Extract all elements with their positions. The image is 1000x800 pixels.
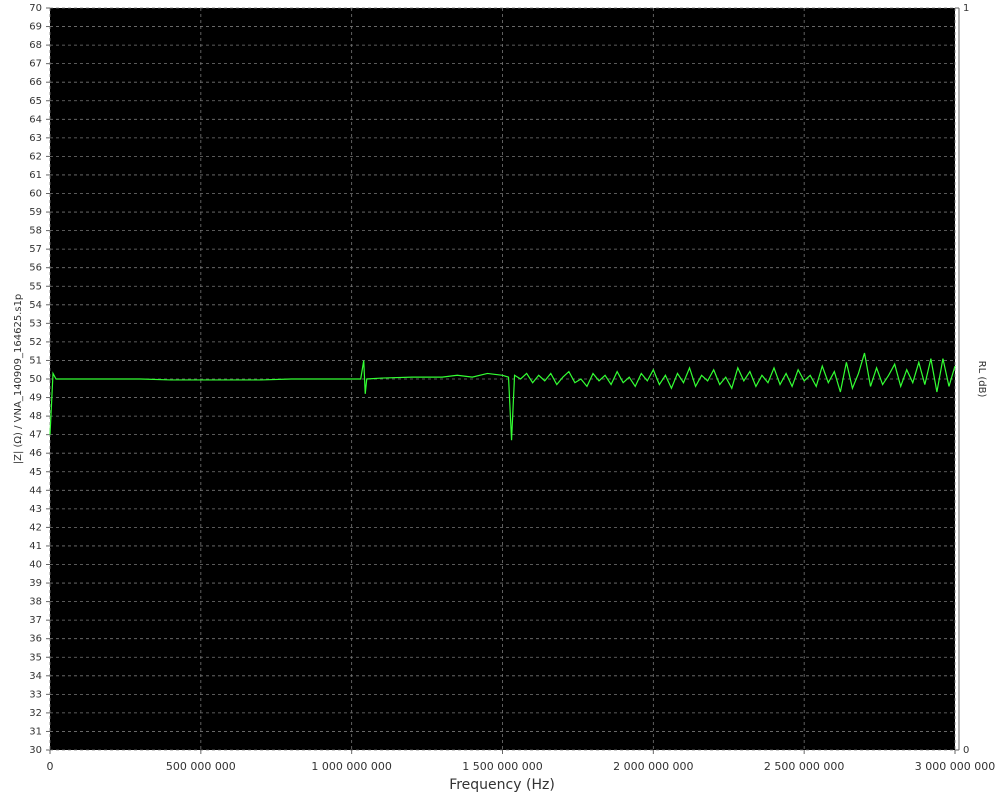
x-tick-label: 3 000 000 000 [915,760,995,773]
y-tick-label: 34 [29,671,42,682]
x-tick-label: 1 000 000 000 [311,760,391,773]
x-tick-label: 1 500 000 000 [462,760,542,773]
y-tick-label: 39 [29,578,42,589]
y-tick-label: 40 [29,560,42,571]
y-tick-label: 48 [29,411,42,422]
y-tick-label: 65 [29,96,42,107]
y-tick-label: 45 [29,467,42,478]
y-tick-label: 55 [29,281,42,292]
y-tick-label: 35 [29,652,42,663]
y-tick-label: 67 [29,59,42,70]
x-tick-label: 2 500 000 000 [764,760,844,773]
y-tick-label: 70 [29,3,42,14]
y-tick-label: 63 [29,133,42,144]
y2-tick-label: 1 [963,3,969,14]
y2-tick-label: 0 [963,745,969,756]
y-tick-label: 56 [29,263,42,274]
y2-axis-title: RL (dB) [976,361,987,398]
y-tick-label: 51 [29,355,42,366]
y-tick-label: 37 [29,615,42,626]
y-tick-label: 33 [29,689,42,700]
x-tick-label: 2 000 000 000 [613,760,693,773]
y-tick-label: 69 [29,22,42,33]
y-axis-title: |Z| (Ω) / VNA_140909_164625.s1p [13,294,24,465]
y-tick-label: 60 [29,189,42,200]
y-tick-label: 66 [29,77,42,88]
y-tick-label: 47 [29,430,42,441]
y-tick-label: 61 [29,170,42,181]
y-tick-label: 50 [29,374,42,385]
y-tick-label: 64 [29,114,42,125]
x-axis-title: Frequency (Hz) [449,777,555,793]
y-tick-label: 42 [29,522,42,533]
y-tick-label: 32 [29,708,42,719]
y-tick-label: 58 [29,226,42,237]
y-tick-label: 53 [29,318,42,329]
y-tick-label: 36 [29,634,42,645]
y-tick-label: 38 [29,597,42,608]
y-tick-label: 30 [29,745,42,756]
y-tick-label: 52 [29,337,42,348]
series-line [49,352,956,441]
y-tick-label: 57 [29,244,42,255]
y-tick-label: 59 [29,207,42,218]
y-tick-label: 41 [29,541,42,552]
y-tick-label: 62 [29,151,42,162]
y-tick-label: 68 [29,40,42,51]
y-tick-label: 31 [29,726,42,737]
y-tick-label: 43 [29,504,42,515]
x-tick-label: 0 [47,760,54,773]
y-tick-label: 44 [29,485,42,496]
y-tick-label: 54 [29,300,42,311]
x-tick-label: 500 000 000 [166,760,236,773]
y-tick-label: 46 [29,448,42,459]
y-tick-label: 49 [29,393,42,404]
